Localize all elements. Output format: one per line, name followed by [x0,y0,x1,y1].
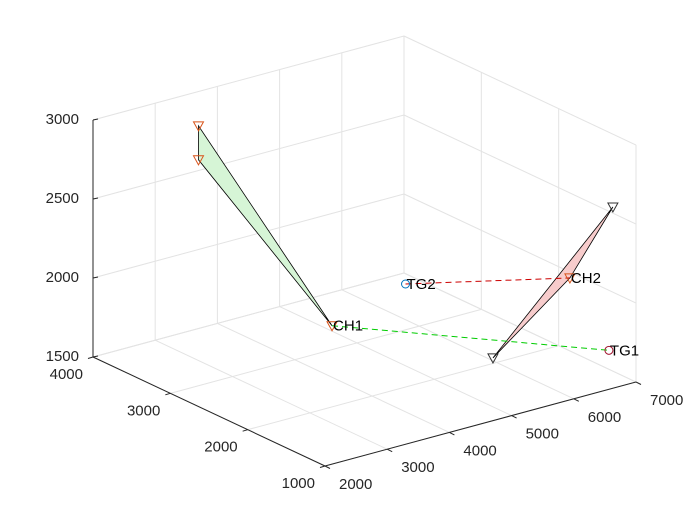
point-marker [604,345,614,355]
grid-line [92,35,405,121]
grid-line [92,114,405,200]
grid-line [154,339,388,450]
z-tick [92,276,99,279]
x-tick-label: 2000 [339,476,372,493]
point-label: TG1 [610,342,639,359]
grid-line [403,35,637,146]
grid-line [247,345,559,431]
z-tick [92,118,99,121]
grid-line [341,289,575,400]
x-tick-label: 4000 [463,442,496,459]
polygon [198,124,333,326]
grid-line [92,193,405,279]
y-tick-label: 1000 [282,475,315,492]
y-tick [242,429,248,432]
grid-line [403,193,637,304]
y-axis [92,356,326,467]
vertex-marker [487,353,499,364]
point-label: CH2 [571,270,601,287]
y-tick-label: 4000 [50,366,83,383]
vertex-marker [192,155,205,166]
point-marker [564,273,576,284]
grid-line [217,322,450,433]
z-tick [92,355,99,358]
link [331,325,609,351]
z-tick-label: 1500 [46,348,79,365]
x-tick [386,448,393,453]
point-marker [326,321,338,332]
x-tick-label: 6000 [588,409,621,426]
z-tick-label: 2000 [46,269,79,286]
x-tick-label: 7000 [650,392,683,409]
x-axis [324,381,637,467]
y-tick [87,356,94,359]
point-label: TG2 [407,276,436,293]
x-tick [573,398,580,402]
link [405,277,570,285]
z-tick [92,197,99,200]
x-tick [449,431,455,436]
y-tick-label: 2000 [204,439,237,456]
x-tick [511,415,517,419]
z-tick-label: 3000 [46,111,79,128]
x-tick [324,465,331,469]
grid-line [170,308,482,394]
z-tick-label: 2500 [46,190,79,207]
x-tick-label: 3000 [401,459,434,476]
y-tick-label: 3000 [127,402,160,419]
point-label: CH1 [333,318,363,335]
y-tick [165,392,171,396]
x-tick [635,381,642,385]
grid-line [279,306,512,417]
vertex-marker [192,121,205,132]
polygon [492,206,614,359]
y-tick [319,465,326,468]
x-tick-label: 5000 [526,426,559,443]
vertex-marker [607,202,619,214]
point-marker [401,279,411,289]
grid-line [403,114,637,225]
grid-line [92,272,405,358]
